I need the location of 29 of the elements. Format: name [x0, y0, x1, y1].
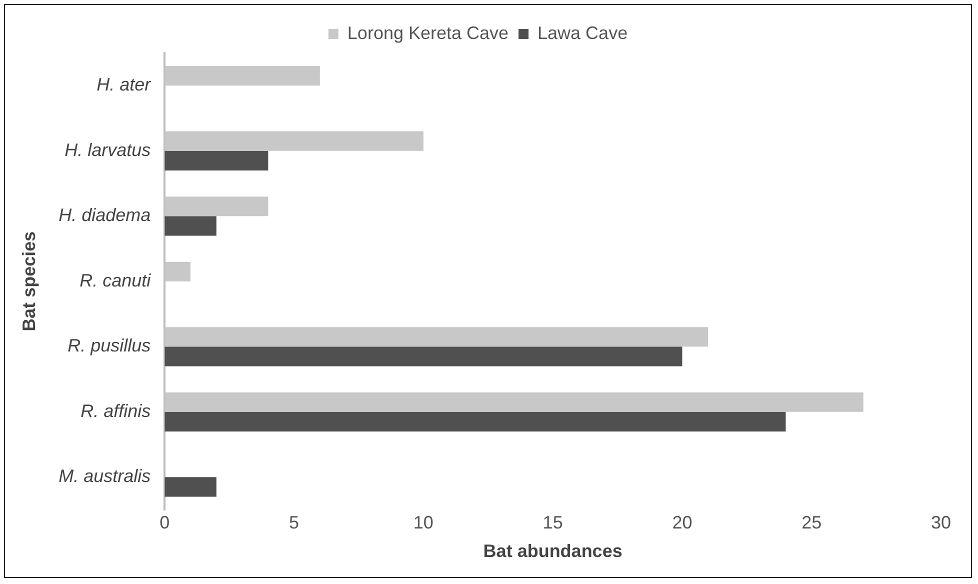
bar [164, 196, 268, 216]
bar [164, 216, 216, 236]
y-tick-label: R. pusillus [68, 336, 151, 356]
bar [164, 66, 320, 86]
y-axis-title: Bat species [18, 231, 39, 332]
legend-label: Lawa Cave [538, 22, 628, 43]
x-tick-label: 5 [289, 512, 300, 533]
x-tick-label: 0 [160, 512, 170, 533]
bar [164, 262, 191, 282]
x-tick-label: 15 [542, 512, 563, 533]
bar [164, 327, 708, 347]
y-tick-label: M. australis [58, 466, 151, 486]
bar [164, 392, 864, 412]
x-tick-label: 25 [802, 512, 822, 533]
y-tick-label: R. affinis [80, 400, 151, 421]
bar [164, 131, 424, 151]
bar [164, 477, 216, 497]
y-tick-label: H. diadema [58, 205, 151, 226]
legend-label: Lorong Kereta Cave [347, 22, 509, 43]
x-axis-title: Bat abundances [483, 541, 622, 562]
x-tick-label: 10 [413, 512, 434, 533]
bar [164, 150, 268, 170]
bar [164, 412, 786, 432]
y-tick-label: H. larvatus [64, 140, 151, 160]
x-tick-label: 30 [930, 512, 952, 533]
x-tick-label: 20 [672, 512, 692, 533]
y-tick-label: R. canuti [80, 270, 152, 290]
y-tick-label: H. ater [96, 74, 152, 95]
bar [164, 346, 682, 366]
